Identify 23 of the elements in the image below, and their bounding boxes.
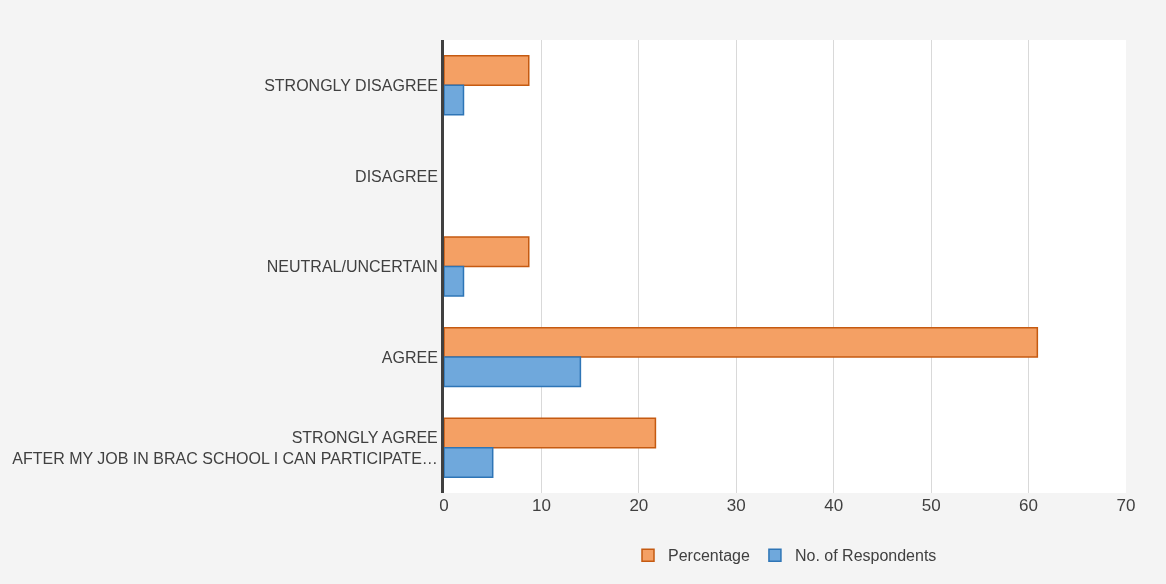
- bar: [444, 55, 530, 87]
- y-tick-label: NEUTRAL/UNCERTAIN: [266, 258, 438, 276]
- x-tick-label: 70: [1116, 496, 1136, 515]
- y-tick-label: DISAGREE: [355, 167, 438, 185]
- bar: [444, 356, 582, 388]
- y-tick-label: AGREE: [381, 348, 438, 366]
- x-tick-label: 50: [921, 496, 941, 515]
- bar: [444, 326, 1039, 358]
- bar: [444, 84, 465, 116]
- x-tick-label: 20: [629, 496, 649, 515]
- bar: [444, 236, 530, 268]
- x-tick-label: 10: [531, 496, 551, 515]
- x-tick-label: 0: [439, 496, 449, 515]
- legend-label: No. of Respondents: [794, 547, 937, 565]
- y-tick-label: STRONGLY DISAGREE: [264, 76, 438, 94]
- bar: [444, 446, 494, 478]
- bar: [444, 417, 657, 449]
- legend-label: Percentage: [668, 547, 750, 565]
- y-tick-label: STRONGLY AGREE AFTER MY JOB IN BRAC SCHOOL I CAN PARTICIPATE…: [12, 428, 438, 467]
- x-tick-label: 60: [1019, 496, 1039, 515]
- bar: [444, 265, 465, 297]
- x-tick-label: 30: [726, 496, 746, 515]
- x-tick-label: 40: [824, 496, 844, 515]
